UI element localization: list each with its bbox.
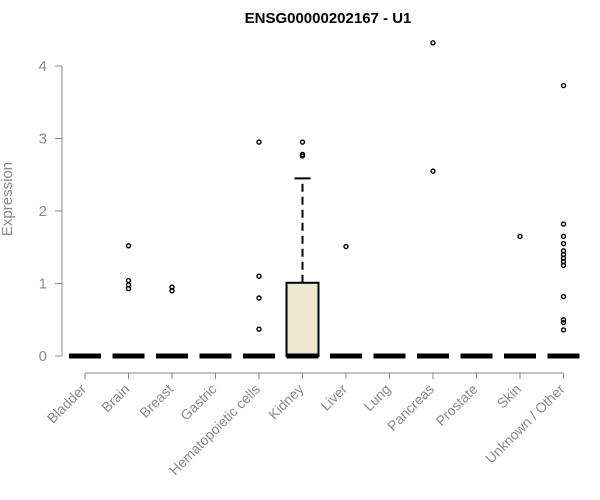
box-1-outlier-0 xyxy=(125,243,132,249)
box-4-outlier-0 xyxy=(256,139,262,145)
x-tick-label-0: Bladder xyxy=(44,381,90,427)
y-axis: 0 1 2 3 4 xyxy=(39,58,63,365)
box-8-outlier-0 xyxy=(430,40,436,46)
box-10-outlier-0 xyxy=(517,233,523,240)
box-5-body xyxy=(285,281,320,357)
box-6-outlier-0 xyxy=(343,243,349,250)
box-4-outlier-3 xyxy=(256,326,262,332)
x-tick-label-8: Pancreas xyxy=(384,381,437,434)
x-tick-label-5: Kidney xyxy=(265,381,307,423)
x-tick-label-1: Brain xyxy=(98,381,132,415)
x-tick-label-7: Lung xyxy=(360,381,393,414)
box-5-outlier-0 xyxy=(299,139,306,145)
box-4-outlier-1 xyxy=(256,273,262,279)
y-tick-label-3: 3 xyxy=(39,131,47,148)
x-tick-label-6: Liver xyxy=(317,381,350,414)
box-11-outlier-10 xyxy=(560,317,567,323)
x-tick-label-9: Prostate xyxy=(432,381,480,429)
boxes-layer xyxy=(69,40,580,359)
box-11-outlier-0 xyxy=(560,82,567,89)
x-tick-label-11: Unknown / Other xyxy=(482,381,568,467)
box-2 xyxy=(156,284,188,359)
box-1-outlier-1 xyxy=(125,277,132,284)
box-4 xyxy=(243,139,275,359)
y-tick-label-4: 4 xyxy=(39,58,47,75)
box-11 xyxy=(547,82,580,359)
y-axis-label: Expression xyxy=(0,162,16,236)
box-5 xyxy=(285,139,320,359)
box-8 xyxy=(417,40,449,359)
box-11-outlier-8 xyxy=(560,262,567,269)
box-11-outlier-11 xyxy=(560,319,567,326)
box-11-outlier-2 xyxy=(560,233,567,240)
box-1 xyxy=(112,243,145,359)
box-5-outlier-2 xyxy=(299,153,306,159)
y-tick-label-0: 0 xyxy=(39,348,47,365)
box-6 xyxy=(330,243,362,359)
box-1-outlier-3 xyxy=(125,285,132,292)
y-tick-label-2: 2 xyxy=(39,203,47,220)
box-10 xyxy=(504,233,536,359)
box-4-outlier-2 xyxy=(256,295,262,301)
chart-title: ENSG00000202167 - U1 xyxy=(245,10,412,27)
box-8-outlier-1 xyxy=(430,168,436,174)
y-tick-label-1: 1 xyxy=(39,276,47,293)
box-11-outlier-12 xyxy=(560,327,567,333)
x-tick-label-3: Gastric xyxy=(177,381,220,424)
box-11-outlier-9 xyxy=(560,293,567,300)
box-11-outlier-3 xyxy=(560,240,567,247)
box-11-outlier-1 xyxy=(560,221,567,227)
box-2-outlier-1 xyxy=(169,288,175,294)
x-tick-label-2: Breast xyxy=(136,381,176,421)
x-tick-label-10: Skin xyxy=(494,381,525,412)
